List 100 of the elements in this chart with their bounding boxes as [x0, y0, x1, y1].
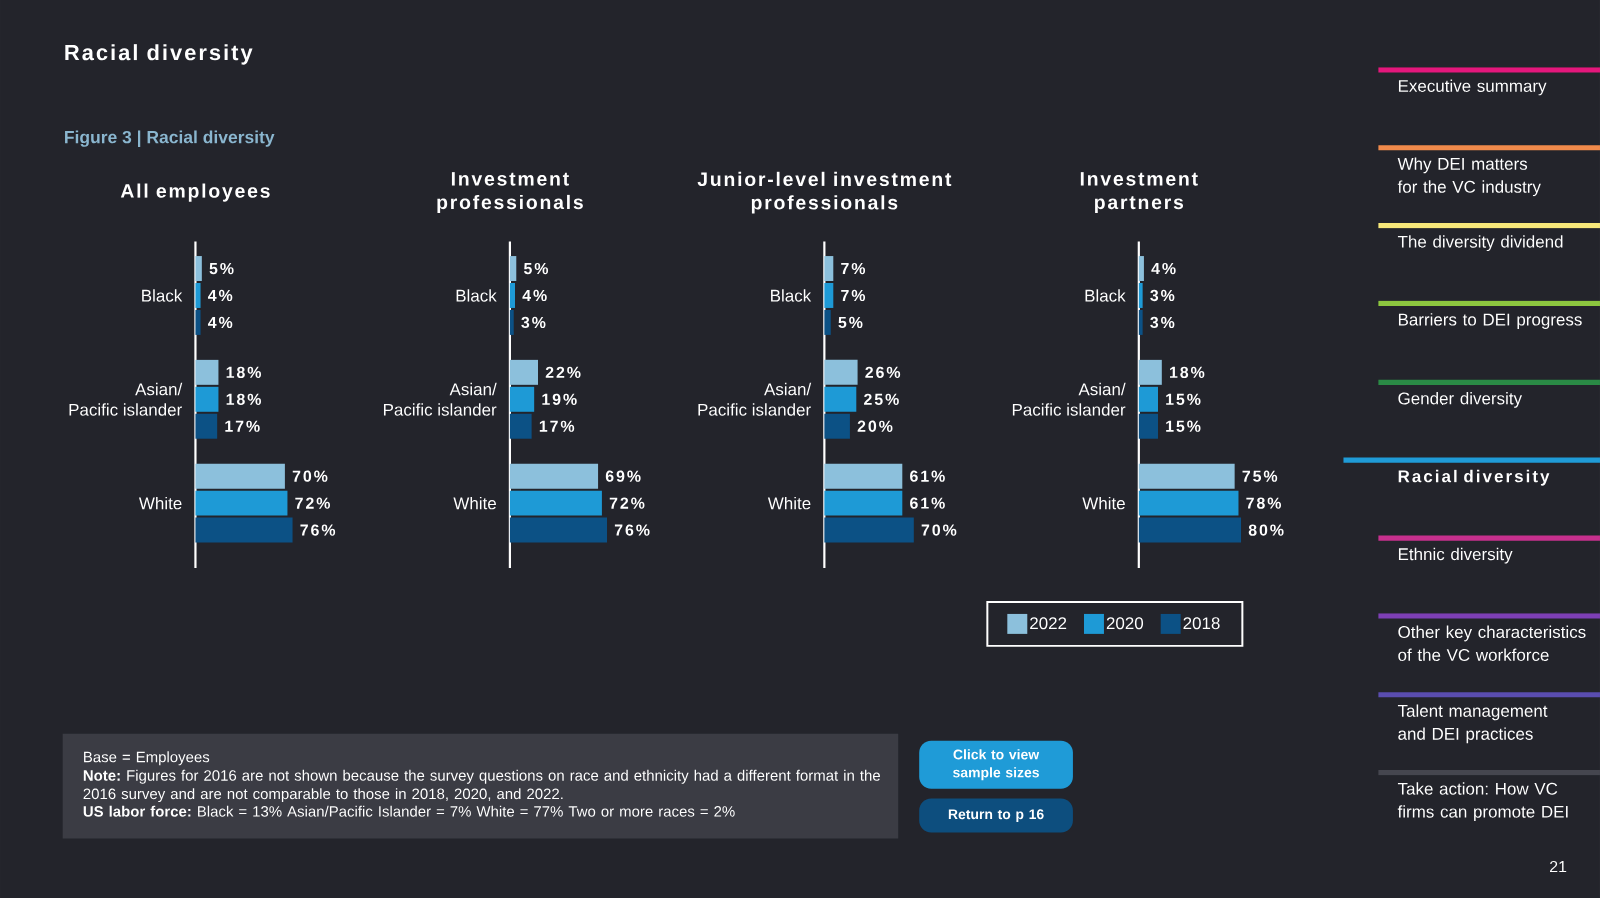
- text: Figure 3 | Racial diversity: [65, 130, 275, 147]
- bar: [509, 463, 599, 489]
- text: Base = Employees: [84, 751, 210, 766]
- bar: [509, 309, 514, 335]
- bar: [824, 359, 858, 385]
- bar: [824, 413, 850, 439]
- bar: [195, 282, 201, 308]
- bar: [1138, 517, 1242, 543]
- y-tick-label: White: [138, 496, 182, 510]
- y-tick-label: Black: [1085, 289, 1126, 302]
- text: Talent management and DEI practices: [1397, 704, 1548, 744]
- bar: [195, 413, 218, 439]
- bar: [509, 386, 535, 412]
- text: US labor force: Black = 13% Asian/Pacific Islander = 7% White = 77% Two or more races = 2%: [83, 805, 735, 817]
- data-label: 3%: [521, 316, 546, 328]
- text: Barriers to DEI progress: [1398, 312, 1582, 329]
- data-label: 5%: [209, 262, 234, 274]
- chart-title: Investment partners: [1080, 171, 1198, 213]
- data-label: 19%: [542, 393, 577, 405]
- bar: [1138, 413, 1158, 439]
- y-tick-label: White: [767, 496, 811, 510]
- y-tick-label: Asian/ Pacific islander: [383, 382, 497, 416]
- bar: [1138, 386, 1158, 412]
- legend-label: 2018: [1183, 617, 1220, 630]
- bar: [509, 413, 532, 439]
- y-tick-label: Black: [142, 289, 183, 302]
- bar: [195, 517, 293, 543]
- text: Take action: How VC firms can promote DEI: [1397, 782, 1568, 821]
- bar: [1138, 463, 1235, 489]
- data-label: 4%: [1151, 262, 1176, 274]
- text: Racial diversity: [1398, 469, 1550, 486]
- bar: [824, 463, 903, 489]
- y-tick-label: Black: [456, 289, 497, 302]
- bar: [195, 490, 288, 516]
- bar: [509, 282, 516, 308]
- data-label: 78%: [1246, 497, 1282, 509]
- data-label: 17%: [539, 420, 575, 432]
- bar: [195, 463, 285, 489]
- bar: [509, 517, 608, 543]
- data-label: 76%: [300, 524, 336, 536]
- bar: [195, 359, 219, 385]
- data-label: 18%: [1170, 366, 1205, 378]
- text: 21: [1550, 860, 1567, 872]
- bar: [824, 282, 834, 308]
- text: Other key characteristics of the VC workforce: [1398, 625, 1586, 661]
- bar: [195, 255, 202, 281]
- y-tick-label: Asian/ Pacific islander: [698, 382, 812, 416]
- data-label: 4%: [522, 289, 547, 301]
- data-label: 7%: [841, 262, 866, 274]
- data-label: 22%: [545, 366, 581, 378]
- y-tick-label: Asian/ Pacific islander: [69, 382, 183, 416]
- bar: [1138, 282, 1143, 308]
- data-label: 7%: [841, 289, 866, 301]
- bar: [1138, 359, 1162, 385]
- y-tick-label: Black: [771, 289, 812, 302]
- data-label: 17%: [225, 420, 260, 432]
- text: Return to p 16: [948, 809, 1044, 822]
- text: Executive summary: [1398, 79, 1547, 96]
- bar: [509, 359, 539, 385]
- bar: [509, 255, 517, 281]
- data-label: 15%: [1166, 393, 1201, 405]
- bar: [1138, 255, 1144, 281]
- data-label: 18%: [226, 393, 261, 405]
- data-label: 20%: [857, 420, 893, 432]
- data-label: 18%: [226, 366, 261, 378]
- data-label: 61%: [910, 497, 945, 509]
- bar: [195, 309, 201, 335]
- text: Ethnic diversity: [1398, 547, 1513, 564]
- data-label: 4%: [207, 289, 233, 301]
- data-label: 72%: [609, 497, 645, 509]
- bar: [824, 386, 857, 412]
- data-label: 72%: [295, 497, 331, 509]
- y-tick-label: White: [453, 496, 496, 510]
- data-label: 5%: [838, 316, 863, 328]
- data-label: 80%: [1248, 524, 1284, 536]
- data-label: 61%: [910, 470, 945, 482]
- data-label: 3%: [1150, 316, 1175, 328]
- data-label: 70%: [292, 470, 328, 482]
- text: Click to view sample sizes: [953, 748, 1040, 780]
- bar: [509, 490, 602, 516]
- data-label: 4%: [207, 316, 233, 328]
- data-label: 25%: [864, 393, 899, 405]
- chart-title: Investment professionals: [437, 171, 583, 213]
- text: Note: Figures for 2016 are not shown because the survey questions on race and ethnicity had a different format in the 2016 survey and are not comparable to those in 2018, 2020, and 2022.: [83, 769, 880, 802]
- y-tick-label: Asian/ Pacific islander: [1012, 382, 1126, 416]
- chart-title: Junior-level investment professionals: [697, 171, 952, 214]
- chart-title: All employees: [120, 183, 270, 202]
- bar: [824, 490, 903, 516]
- bar: [195, 386, 219, 412]
- bar: [824, 309, 831, 335]
- text: The diversity dividend: [1397, 235, 1563, 251]
- legend-label: 2022: [1030, 617, 1067, 630]
- y-tick-label: White: [1082, 496, 1125, 510]
- bar: [824, 517, 914, 543]
- text: Racial diversity: [65, 43, 253, 65]
- bar: [1138, 309, 1143, 335]
- data-label: 3%: [1150, 289, 1175, 301]
- data-label: 15%: [1166, 420, 1201, 432]
- bar: [824, 255, 834, 281]
- data-label: 26%: [865, 366, 901, 378]
